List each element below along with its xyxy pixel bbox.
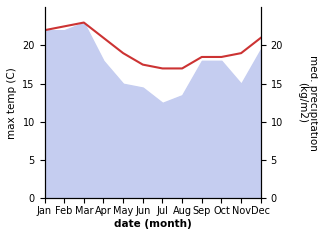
X-axis label: date (month): date (month): [114, 219, 191, 229]
Y-axis label: max temp (C): max temp (C): [7, 67, 17, 139]
Y-axis label: med. precipitation
(kg/m2): med. precipitation (kg/m2): [297, 55, 318, 151]
